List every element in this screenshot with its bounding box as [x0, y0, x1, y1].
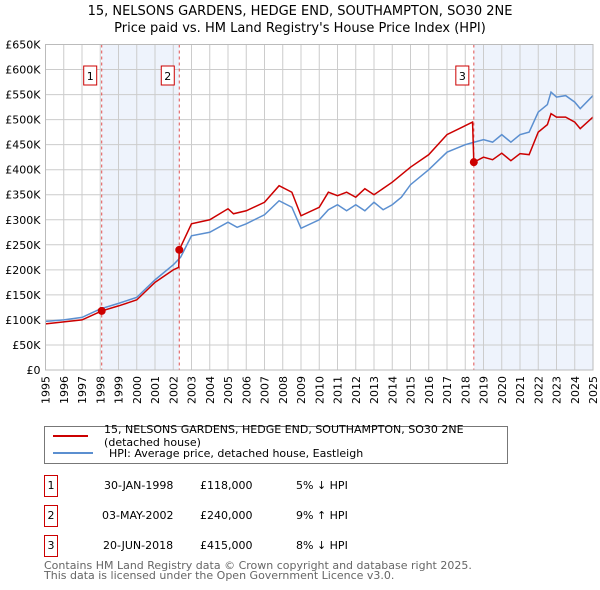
legend-item-property: 15, NELSONS GARDENS, HEDGE END, SOUTHAMP…	[53, 423, 507, 449]
sale-marker-box	[83, 65, 98, 86]
table-row: 3 20-JUN-2018 £415,000 8% ↓ HPI	[44, 535, 584, 557]
x-tick-label: 2024	[569, 376, 582, 404]
x-tick-label: 2015	[405, 376, 418, 404]
sale-marker-label: 2	[164, 70, 171, 83]
sale-marker-label: 3	[459, 70, 466, 83]
sale-point	[97, 306, 106, 315]
property-price-line	[45, 112, 594, 325]
x-tick-label: 2007	[259, 376, 272, 404]
sale-badge: 3	[44, 535, 58, 557]
y-tick-label: £600K	[5, 64, 41, 77]
blue-line-swatch	[53, 452, 93, 454]
y-tick-label: £500K	[5, 114, 41, 127]
x-tick-label: 2001	[149, 376, 162, 404]
sale-date: 30-JAN-1998	[104, 479, 174, 492]
legend: 15, NELSONS GARDENS, HEDGE END, SOUTHAMP…	[44, 423, 508, 464]
hpi-diff: 8% ↓ HPI	[296, 539, 348, 552]
x-tick-label: 2005	[222, 376, 235, 404]
x-tick-label: 1996	[58, 376, 71, 404]
footer-licence: This data is licensed under the Open Gov…	[44, 569, 395, 582]
sale-marker-box	[160, 65, 175, 86]
x-tick-label: 2020	[496, 376, 509, 404]
legend-item-hpi: HPI: Average price, detached house, East…	[53, 445, 363, 461]
table-row: 2 03-MAY-2002 £240,000 9% ↑ HPI	[44, 505, 584, 527]
table-row: 1 30-JAN-1998 £118,000 5% ↓ HPI	[44, 475, 584, 497]
x-tick-label: 1999	[113, 376, 126, 404]
y-tick-label: £50K	[12, 339, 41, 352]
legend-label: HPI: Average price, detached house, East…	[109, 446, 364, 460]
x-tick-label: 1998	[94, 376, 107, 404]
sale-price: £240,000	[200, 509, 253, 522]
sale-marker-label: 1	[87, 70, 94, 83]
sale-price: £415,000	[200, 539, 253, 552]
x-tick-label: 2021	[514, 376, 527, 404]
x-tick-label: 2025	[587, 376, 600, 404]
x-tick-label: 2004	[204, 376, 217, 404]
sale-badge: 2	[44, 505, 58, 527]
x-tick-label: 1997	[76, 376, 89, 404]
footer-copyright: Contains HM Land Registry data © Crown c…	[44, 559, 472, 572]
hpi-line	[45, 90, 594, 323]
x-tick-label: 2022	[532, 376, 545, 404]
sale-date: 20-JUN-2018	[103, 539, 174, 552]
y-tick-label: £0	[27, 364, 41, 377]
sale-date: 03-MAY-2002	[102, 509, 174, 522]
x-tick-label: 2013	[368, 376, 381, 404]
sale-marker-box	[455, 65, 470, 86]
hpi-diff: 9% ↑ HPI	[296, 509, 348, 522]
x-tick-label: 2008	[277, 376, 290, 404]
x-tick-label: 2018	[459, 376, 472, 404]
x-tick-label: 2010	[313, 376, 326, 404]
sale-badge: 1	[44, 475, 58, 497]
x-tick-label: 2017	[441, 376, 454, 404]
x-tick-label: 2011	[332, 376, 345, 404]
x-tick-label: 2014	[386, 376, 399, 404]
sale-point	[469, 158, 478, 167]
price-chart: 1995 1996 1997 1998 1999 2000 2001 2002 2003 2004…	[5, 39, 600, 405]
chart-subtitle: Price paid vs. HM Land Registry's House …	[114, 21, 486, 36]
x-tick-label: 2012	[350, 376, 363, 404]
y-tick-label: £400K	[5, 164, 41, 177]
hpi-diff: 5% ↓ HPI	[296, 479, 348, 492]
shaded-range	[473, 44, 593, 370]
y-tick-label: £450K	[5, 139, 41, 152]
x-tick-label: 2019	[478, 376, 491, 404]
plot-border	[45, 44, 594, 371]
y-tick-label: £250K	[5, 239, 41, 252]
sale-price: £118,000	[200, 479, 253, 492]
y-tick-label: £150K	[5, 289, 41, 302]
x-tick-label: 2000	[131, 376, 144, 404]
y-tick-label: £350K	[5, 189, 41, 202]
x-tick-label: 2003	[186, 376, 199, 404]
sale-point	[175, 245, 184, 254]
y-tick-label: £300K	[5, 214, 41, 227]
y-tick-label: £100K	[5, 314, 41, 327]
y-tick-label: £200K	[5, 264, 41, 277]
x-tick-label: 2006	[240, 376, 253, 404]
y-tick-label: £650K	[5, 39, 41, 52]
chart-title: 15, NELSONS GARDENS, HEDGE END, SOUTHAMP…	[87, 4, 513, 19]
red-line-swatch	[53, 435, 89, 437]
x-tick-label: 2002	[167, 376, 180, 404]
legend-label: 15, NELSONS GARDENS, HEDGE END, SOUTHAMP…	[104, 423, 464, 449]
x-tick-label: 2016	[423, 376, 436, 404]
x-tick-label: 2009	[295, 376, 308, 404]
shaded-range	[101, 44, 180, 370]
x-tick-label: 2023	[551, 376, 564, 404]
y-tick-label: £550K	[5, 89, 41, 102]
x-tick-label: 1995	[40, 376, 53, 404]
